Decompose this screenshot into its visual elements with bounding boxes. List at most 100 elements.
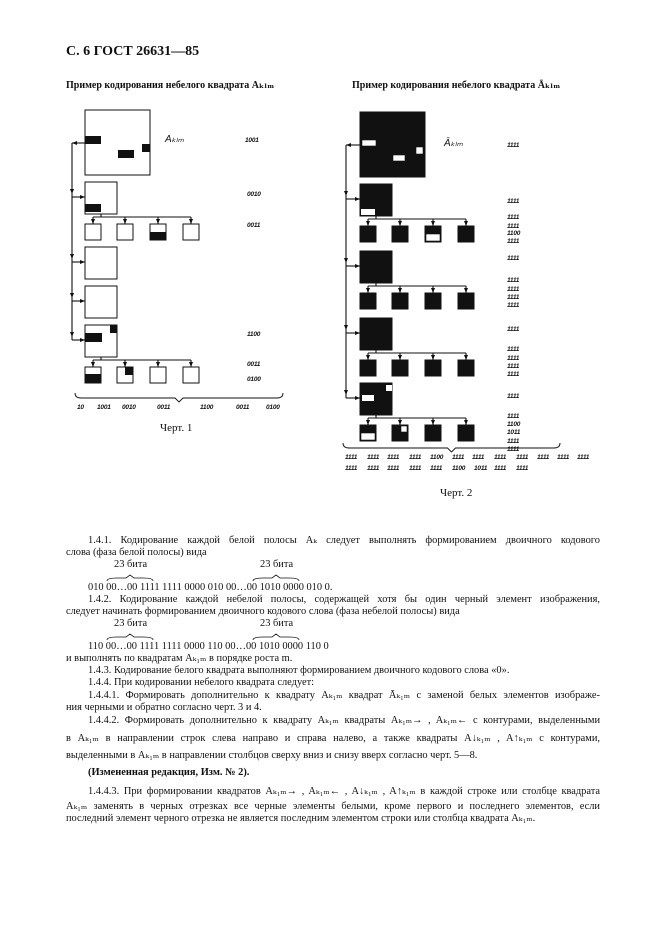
child-square (391, 359, 409, 377)
arrow-icon (355, 396, 360, 400)
arrow-icon (464, 355, 468, 360)
pixel-outline (415, 146, 424, 155)
paragraph-1-4-4-3: 1.4.4.3. При формировании квадратов Aₖ₁ₘ… (88, 786, 600, 797)
figure2-code: 1100 (507, 230, 521, 237)
figure2-bottom-code: 1011 (474, 465, 488, 472)
figure2-code: 1111 (507, 302, 520, 309)
figure2-bottom-code: 1111 (409, 454, 422, 461)
pixel-block (426, 234, 440, 241)
paragraph-1-4-4: 1.4.4. При кодировании небелого квадрата… (88, 677, 315, 688)
figure2-code: 1111 (507, 446, 520, 453)
arrow-icon (355, 331, 360, 335)
pixel-block (85, 374, 101, 383)
arrow-icon (70, 254, 74, 259)
child-square (391, 225, 409, 243)
arrow-icon (464, 288, 468, 293)
paragraph-1-4-4-1: 1.4.4.1. Формировать дополнительно к ква… (88, 690, 600, 701)
bits-label: 23 бита (114, 618, 148, 629)
arrow-icon (344, 191, 348, 196)
paragraph-1-4-4-2-cont: в Aₖ₁ₘ в направлении строк слева направо… (66, 733, 600, 744)
arrow-icon (464, 420, 468, 425)
figure1-code: 0011 (247, 222, 261, 229)
figure2-square-label: Āₖₗₘ (444, 138, 463, 149)
bits-label: 23 бита (114, 559, 148, 570)
figure1-caption: Черт. 1 (160, 422, 193, 434)
paragraph-1-4-3: 1.4.3. Кодирование белого квадрата выпол… (88, 665, 510, 676)
sub-square (359, 250, 393, 284)
arrow-icon (344, 258, 348, 263)
pixel-block (118, 150, 134, 158)
arrow-icon (431, 288, 435, 293)
paragraph-1-4-4-3-end: последний элемент черного отрезка не явл… (66, 813, 536, 824)
figure1-square-label: Aₖₗₘ (165, 134, 184, 145)
sub-square (359, 317, 393, 351)
arrow-icon (189, 362, 193, 367)
figure2-bottom-code: 1111 (367, 454, 380, 461)
figure2-bottom-code: 1111 (452, 454, 465, 461)
child-square (457, 225, 475, 243)
figure1-bottom-code: 1001 (97, 404, 111, 411)
arrow-icon (398, 288, 402, 293)
figure2-title: Пример кодирования небелого квадрата Āₖₗ… (352, 80, 561, 91)
child-square (149, 366, 167, 384)
figure2-code: 1111 (507, 142, 520, 149)
figure2-bottom-code: 1111 (494, 465, 507, 472)
pixel-block (386, 385, 392, 391)
figures-diagram (70, 109, 561, 453)
figure2-code: 1111 (507, 363, 520, 370)
figure2-code: 1111 (507, 223, 520, 230)
arrow-icon (80, 260, 85, 264)
figure2-code: 1111 (507, 393, 520, 400)
child-square (424, 359, 442, 377)
pixel-block (362, 395, 374, 401)
figure1-code: 1001 (245, 137, 259, 144)
figure2-code: 1111 (507, 198, 520, 205)
arrow-icon (398, 221, 402, 226)
child-square (391, 292, 409, 310)
figure2-bottom-code: 1111 (537, 454, 550, 461)
pixel-block (393, 155, 405, 161)
revision-note: (Измененная редакция, Изм. № 2). (88, 767, 250, 778)
bits-label: 23 бита (260, 618, 294, 629)
figure2-code: 1111 (507, 413, 520, 420)
brace (342, 442, 561, 453)
arrow-icon (80, 195, 85, 199)
figure2-caption: Черт. 2 (440, 487, 473, 499)
sub-square (84, 246, 118, 280)
arrow-icon (156, 219, 160, 224)
figure2-bottom-code: 1111 (430, 465, 443, 472)
pixel-outline (361, 139, 377, 147)
figure1-bottom-code: 1100 (200, 404, 214, 411)
figure2-code: 1111 (507, 438, 520, 445)
pixel-outline (360, 432, 376, 441)
child-square (457, 424, 475, 442)
figure2-bottom-code: 1111 (557, 454, 570, 461)
figure2-bottom-code: 1111 (577, 454, 590, 461)
arrow-icon (91, 219, 95, 224)
figure1-bottom-code: 0010 (122, 404, 136, 411)
child-square (359, 292, 377, 310)
paragraph-1-4-4-2: 1.4.4.2. Формировать дополнительно к ква… (88, 715, 600, 726)
figure2-bottom-code: 1111 (367, 465, 380, 472)
figure2-code: 1011 (507, 429, 521, 436)
arrow-icon (80, 338, 85, 342)
child-square (84, 223, 102, 241)
paragraph-1-4-1-cont: слова (фаза белой полосы) вида (66, 547, 207, 558)
arrow-icon (123, 362, 127, 367)
brace (74, 392, 284, 403)
arrow-icon (344, 390, 348, 395)
pixel-block (416, 147, 423, 154)
child-square (182, 223, 200, 241)
figure2-code: 1111 (507, 355, 520, 362)
figure1-title: Пример кодирования небелого квадрата Aₖₗ… (66, 80, 275, 91)
figure2-code: 1111 (507, 294, 520, 301)
figure2-bottom-code: 1111 (494, 454, 507, 461)
figure1-bottom-code: 0011 (236, 404, 250, 411)
paragraph-1-4-2-end: и выполнять по квадратам Aₖ₁ₘ в порядке … (66, 653, 293, 664)
figure2-code: 1111 (507, 277, 520, 284)
child-square (182, 366, 200, 384)
figure2-bottom-code: 1111 (387, 454, 400, 461)
paragraph-1-4-4-2-end: выделенными в Aₖ₁ₘ в направлении столбцо… (66, 750, 478, 761)
child-square (116, 223, 134, 241)
figure2-code: 1111 (507, 214, 520, 221)
